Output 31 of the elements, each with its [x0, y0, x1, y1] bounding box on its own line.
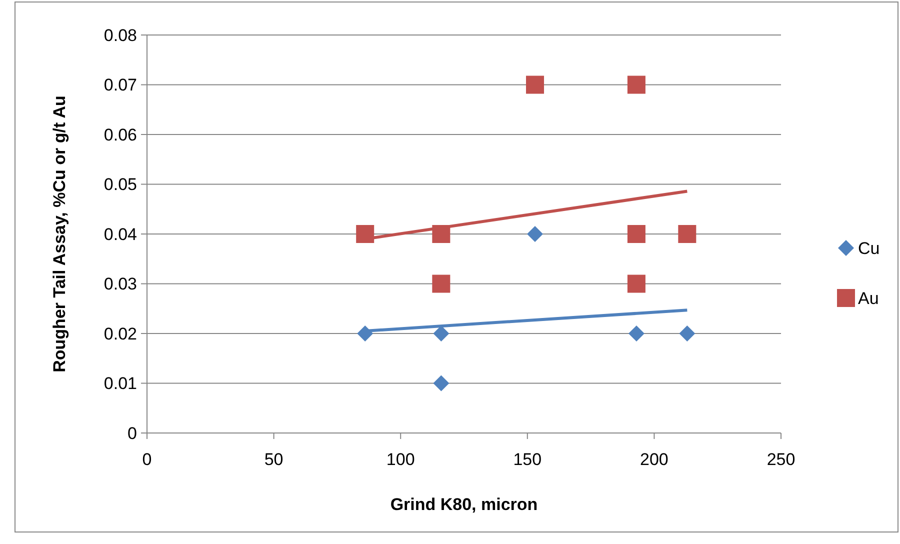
y-axis-title: Rougher Tail Assay, %Cu or g/t Au	[50, 96, 69, 372]
y-tick-label: 0.04	[104, 224, 137, 244]
point	[679, 326, 696, 342]
y-tick-label: 0.03	[104, 274, 137, 294]
point	[627, 76, 646, 94]
point	[433, 375, 450, 392]
point	[356, 225, 374, 243]
x-tick-label: 100	[386, 450, 415, 469]
x-axis-title: Grind K80, micron	[390, 495, 538, 514]
y-tick-label: 0.05	[104, 175, 137, 194]
x-tick-label: 150	[513, 450, 542, 469]
legend-label: Cu	[858, 238, 880, 258]
point	[527, 226, 544, 242]
point	[627, 225, 646, 243]
y-tick-label: 0.06	[104, 125, 137, 144]
y-tick-label: 0.07	[104, 76, 137, 95]
x-tick-label: 0	[142, 450, 152, 469]
point	[526, 76, 544, 94]
x-tick-label: 200	[640, 450, 668, 469]
point	[432, 274, 450, 293]
y-tick-label: 0.02	[104, 324, 137, 344]
point	[678, 225, 696, 243]
y-tick-label: 0	[128, 424, 137, 443]
x-tick-label: 250	[766, 450, 796, 469]
point	[628, 326, 644, 342]
y-tick-label: 0.01	[104, 374, 137, 394]
legend-label: Au	[858, 288, 879, 308]
y-tick-label: 0.08	[104, 26, 137, 45]
point	[627, 274, 646, 293]
x-tick-label: 50	[264, 450, 284, 469]
point	[433, 326, 450, 342]
